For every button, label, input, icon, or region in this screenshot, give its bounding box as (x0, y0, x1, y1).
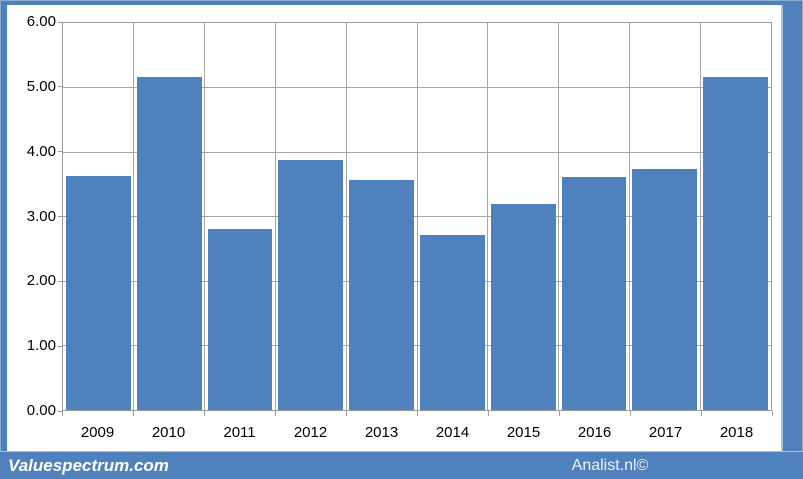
bar-2012 (278, 159, 344, 410)
x-tick-label: 2012 (293, 424, 328, 441)
y-tick-label: 1.00 (26, 337, 56, 355)
bar-2016 (561, 176, 627, 410)
y-axis-tick (58, 151, 63, 153)
x-axis-tick (132, 411, 134, 416)
watermark-analist: Analist.nl© (571, 457, 649, 474)
vertical-gridline (487, 23, 489, 410)
x-tick-label: 2015 (506, 424, 541, 441)
y-axis-tick (58, 345, 63, 347)
x-tick-label: 2010 (151, 424, 186, 441)
bar-2015 (490, 203, 556, 410)
y-axis-tick (58, 410, 63, 412)
y-tick-label: 6.00 (26, 13, 56, 30)
vertical-gridline (204, 23, 206, 410)
x-tick-label: 2014 (435, 424, 470, 441)
vertical-gridline (558, 23, 560, 410)
x-tick-label: 2009 (80, 424, 115, 441)
bar-2011 (207, 229, 273, 410)
vertical-gridline (699, 23, 701, 410)
x-axis-tick (558, 411, 560, 416)
x-tick-label: 2017 (648, 424, 683, 441)
y-axis-tick (58, 280, 63, 282)
x-axis-tick (203, 411, 205, 416)
y-tick-label: 3.00 (26, 207, 56, 225)
bar-2018 (703, 77, 768, 410)
x-axis-tick (771, 411, 773, 416)
footer-strip: Valuespectrum.com Analist.nl© (0, 451, 803, 479)
x-axis-tick (61, 411, 63, 416)
vertical-gridline (133, 23, 135, 410)
x-axis-tick (416, 411, 418, 416)
y-tick-label: 5.00 (26, 77, 56, 95)
x-axis-tick (345, 411, 347, 416)
x-axis-tick (274, 411, 276, 416)
x-tick-label: 2011 (223, 424, 256, 441)
y-axis-tick (58, 86, 63, 88)
y-tick-label: 2.00 (26, 272, 56, 290)
x-axis-tick (629, 411, 631, 416)
x-axis-tick (487, 411, 489, 416)
bar-2010 (136, 76, 202, 410)
vertical-gridline (274, 23, 276, 410)
vertical-gridline (345, 23, 347, 410)
watermark-valuespectrum: Valuespectrum.com (8, 456, 169, 475)
y-tick-label: 4.00 (26, 142, 56, 160)
bar-2013 (349, 180, 414, 410)
x-tick-label: 2013 (364, 424, 399, 441)
plot-area (62, 22, 772, 411)
vertical-gridline (416, 23, 418, 410)
y-axis-tick (58, 21, 63, 23)
x-tick-label: 2016 (577, 424, 612, 441)
x-tick-label: 2018 (719, 424, 754, 441)
x-axis-tick (700, 411, 702, 416)
bar-2009 (66, 175, 131, 410)
y-tick-label: 0.00 (26, 402, 56, 419)
vertical-gridline (628, 23, 630, 410)
bar-2014 (420, 235, 485, 410)
bar-2017 (632, 168, 698, 410)
y-axis-tick (58, 216, 63, 217)
